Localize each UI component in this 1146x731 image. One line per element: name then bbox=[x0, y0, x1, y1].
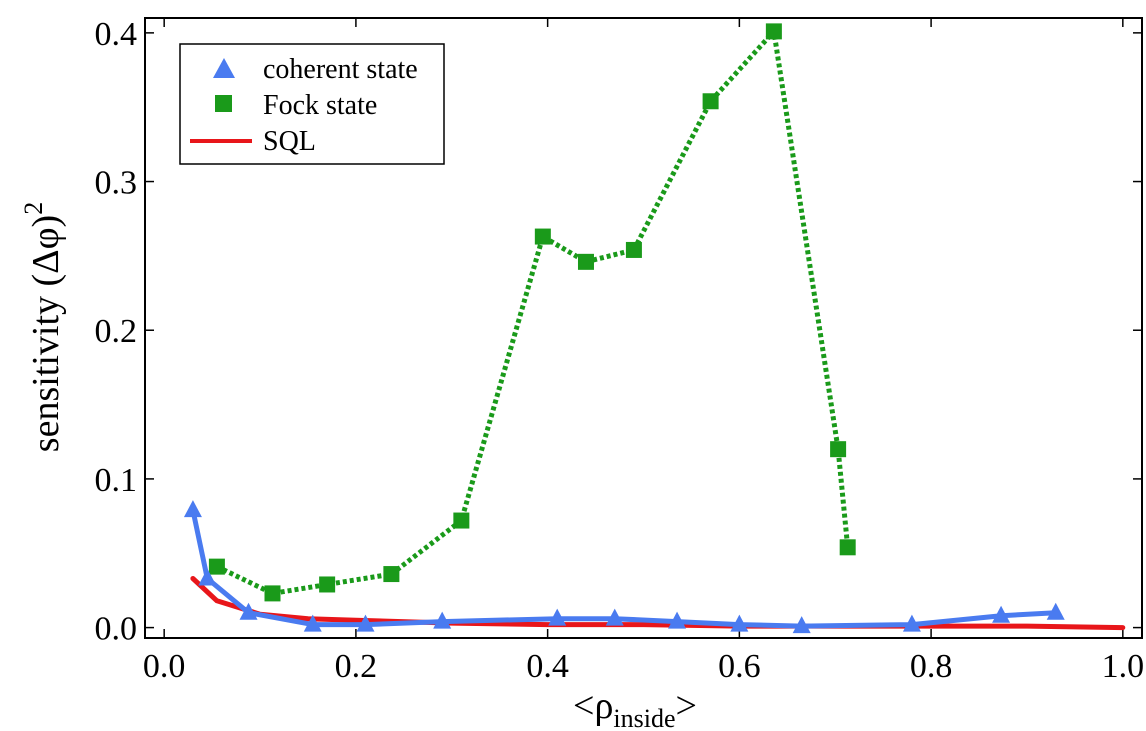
axis-ticks: 0.0 0.2 0.4 0.6 0.8 1.0 0.0 0.1 0.2 0.3 0.4 bbox=[95, 16, 1145, 685]
data-point-coherent-state bbox=[902, 614, 921, 632]
data-point-coherent-state bbox=[548, 608, 567, 626]
data-point-fock-state bbox=[453, 512, 470, 529]
data-point-coherent-state bbox=[605, 608, 624, 626]
data-point-coherent-state bbox=[792, 616, 811, 634]
legend: coherent state Fock state SQL bbox=[179, 43, 445, 165]
data-point-coherent-state bbox=[730, 614, 749, 632]
data-point-coherent-state bbox=[433, 611, 452, 629]
x-tick-label: 0.0 bbox=[143, 648, 186, 685]
x-axis-label: <ρinside> bbox=[573, 685, 697, 731]
legend-label-fock: Fock state bbox=[263, 90, 377, 121]
legend-entry-sql: SQL bbox=[190, 126, 316, 157]
data-point-fock-state bbox=[208, 558, 225, 575]
x-tick-label: 0.6 bbox=[718, 648, 761, 685]
y-tick-label: 0.1 bbox=[95, 462, 138, 499]
legend-label-sql: SQL bbox=[263, 126, 316, 157]
legend-label-coherent: coherent state bbox=[263, 54, 418, 85]
y-tick-label: 0.3 bbox=[95, 165, 138, 202]
data-point-fock-state bbox=[319, 576, 336, 593]
y-axis-label-sup: 2 bbox=[19, 202, 48, 215]
y-tick-label: 0.2 bbox=[95, 313, 138, 350]
data-point-fock-state bbox=[839, 539, 856, 556]
series-layer bbox=[183, 23, 1126, 634]
data-point-fock-state bbox=[264, 585, 281, 602]
series-line-coherent-state bbox=[190, 507, 1059, 629]
data-point-fock-state bbox=[830, 441, 847, 458]
x-tick-label: 0.8 bbox=[910, 648, 953, 685]
data-point-coherent-state bbox=[183, 500, 202, 518]
x-axis-label-close: > bbox=[676, 685, 697, 727]
data-point-fock-state bbox=[534, 228, 551, 245]
data-point-coherent-state bbox=[239, 602, 258, 620]
y-tick-label: 0.4 bbox=[95, 16, 138, 53]
legend-entry-fock: Fock state bbox=[215, 90, 377, 121]
data-point-fock-state bbox=[625, 241, 642, 258]
legend-triangle-marker bbox=[213, 58, 235, 78]
legend-square-marker bbox=[215, 95, 232, 112]
data-point-coherent-state bbox=[668, 611, 687, 629]
plot-frame bbox=[144, 17, 1143, 639]
data-point-fock-state bbox=[765, 23, 782, 40]
data-point-coherent-state bbox=[356, 614, 375, 632]
data-point-fock-state bbox=[383, 566, 400, 583]
data-point-coherent-state bbox=[992, 605, 1011, 623]
data-point-coherent-state bbox=[303, 614, 322, 632]
y-axis-label-main: sensitivity (Δφ) bbox=[25, 215, 67, 452]
data-point-fock-state bbox=[702, 93, 719, 110]
x-axis-label-sub: inside bbox=[613, 704, 675, 731]
x-tick-label: 0.2 bbox=[335, 648, 378, 685]
y-tick-label: 0.0 bbox=[95, 611, 138, 648]
series-line-fock-state bbox=[215, 28, 851, 596]
legend-entry-coherent: coherent state bbox=[213, 54, 418, 85]
y-axis-label: sensitivity (Δφ)2 bbox=[19, 202, 67, 452]
data-point-coherent-state bbox=[1046, 602, 1065, 620]
x-axis-label-main: <ρ bbox=[573, 685, 613, 727]
x-tick-label: 1.0 bbox=[1102, 648, 1145, 685]
data-point-coherent-state bbox=[198, 568, 217, 586]
data-point-fock-state bbox=[577, 253, 594, 270]
x-tick-label: 0.4 bbox=[526, 648, 569, 685]
